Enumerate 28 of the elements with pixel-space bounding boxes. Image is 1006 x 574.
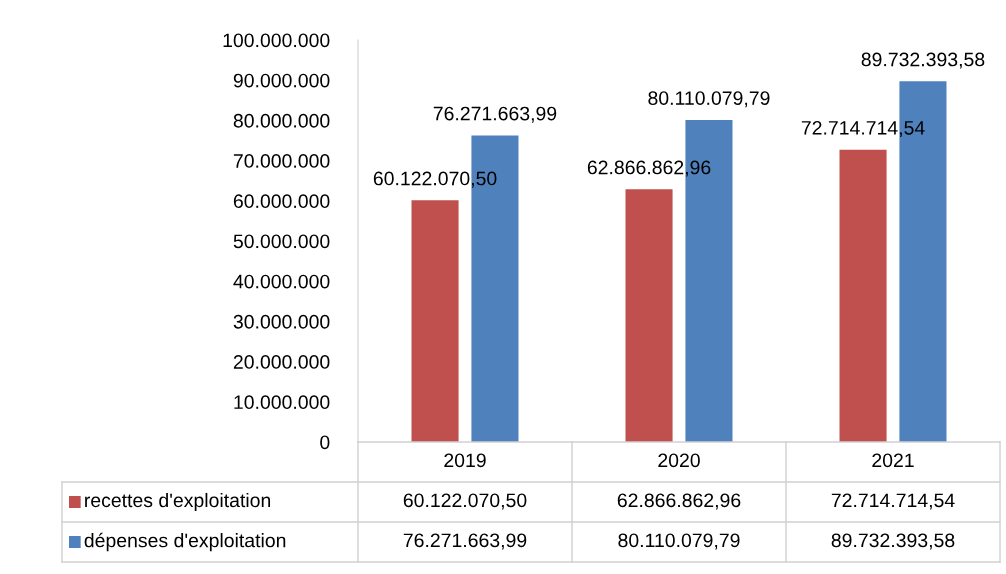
y-tick-label: 70.000.000 — [233, 154, 330, 168]
y-tick-label: 60.000.000 — [233, 194, 330, 209]
bar — [839, 149, 887, 442]
data-label: 76.271.663,99 — [403, 533, 527, 550]
data-label: 80.110.079,79 — [618, 533, 740, 550]
bar — [411, 200, 459, 442]
y-tick-label: 50.000.000 — [233, 234, 330, 249]
x-tick-label: 2021 — [872, 453, 914, 468]
bar — [625, 189, 673, 442]
y-tick-label: 30.000.000 — [233, 314, 330, 329]
y-tick-label: 40.000.000 — [233, 274, 330, 289]
y-tick-label: 0 — [320, 435, 330, 450]
y-tick-label: 20.000.000 — [233, 355, 330, 369]
text: 76.271.663,99 — [433, 106, 557, 123]
data-label: 60.122.070,50 — [403, 493, 527, 510]
data-label: 72.714.714,54 — [831, 493, 955, 510]
legend-label: dépenses d'exploitation — [84, 532, 286, 552]
text: 80.110.079,79 — [648, 91, 770, 108]
legend-label: recettes d'exploitation — [85, 492, 271, 512]
y-tick-label: 10.000.000 — [234, 395, 330, 410]
data-label: 62.866.862,96 — [617, 493, 741, 510]
data-label: 89.732.393,58 — [831, 533, 955, 550]
x-tick-label: 2020 — [658, 453, 700, 468]
x-tick-label: 2019 — [444, 453, 486, 468]
text: 89.732.393,58 — [861, 52, 985, 69]
y-tick-label: 90.000.000 — [233, 73, 330, 88]
y-tick-label: 80.000.000 — [233, 113, 330, 128]
y-tick-label: 100.000.000 — [223, 33, 330, 48]
